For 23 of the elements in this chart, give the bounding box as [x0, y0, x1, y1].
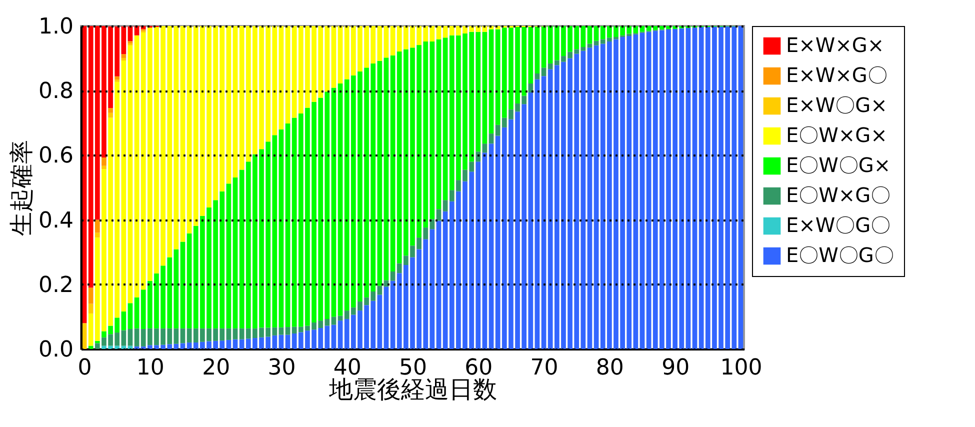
legend-label: E×W×G〇	[786, 63, 888, 87]
x-tick-label: 0	[78, 356, 92, 380]
legend-label: E〇W〇G×	[786, 153, 891, 177]
legend-label: E×W×G×	[786, 33, 884, 57]
y-tick-label: 0.4	[38, 208, 74, 234]
y-tick-label: 0.6	[38, 144, 74, 169]
x-tick-label: 30	[268, 356, 296, 380]
legend-label: E×W〇G〇	[786, 213, 891, 237]
x-tick-label: 100	[720, 356, 762, 380]
y-axis-title: 生起確率	[8, 140, 36, 236]
legend-label: E〇W×G〇	[786, 183, 891, 207]
legend-label: E〇W×G×	[786, 123, 888, 147]
y-tick-label: 0.8	[38, 79, 74, 104]
y-tick-label: 1.0	[38, 14, 74, 40]
x-tick-label: 80	[596, 356, 624, 380]
x-tick-label: 90	[662, 356, 690, 380]
x-tick-label: 20	[202, 356, 230, 380]
y-tick-label: 0.0	[38, 338, 74, 362]
y-tick-label: 0.2	[38, 272, 74, 298]
x-tick-label: 10	[136, 356, 164, 380]
legend-label: E〇W〇G〇	[786, 243, 894, 267]
legend-label: E×W〇G×	[786, 93, 888, 117]
x-tick-label: 70	[530, 356, 558, 380]
